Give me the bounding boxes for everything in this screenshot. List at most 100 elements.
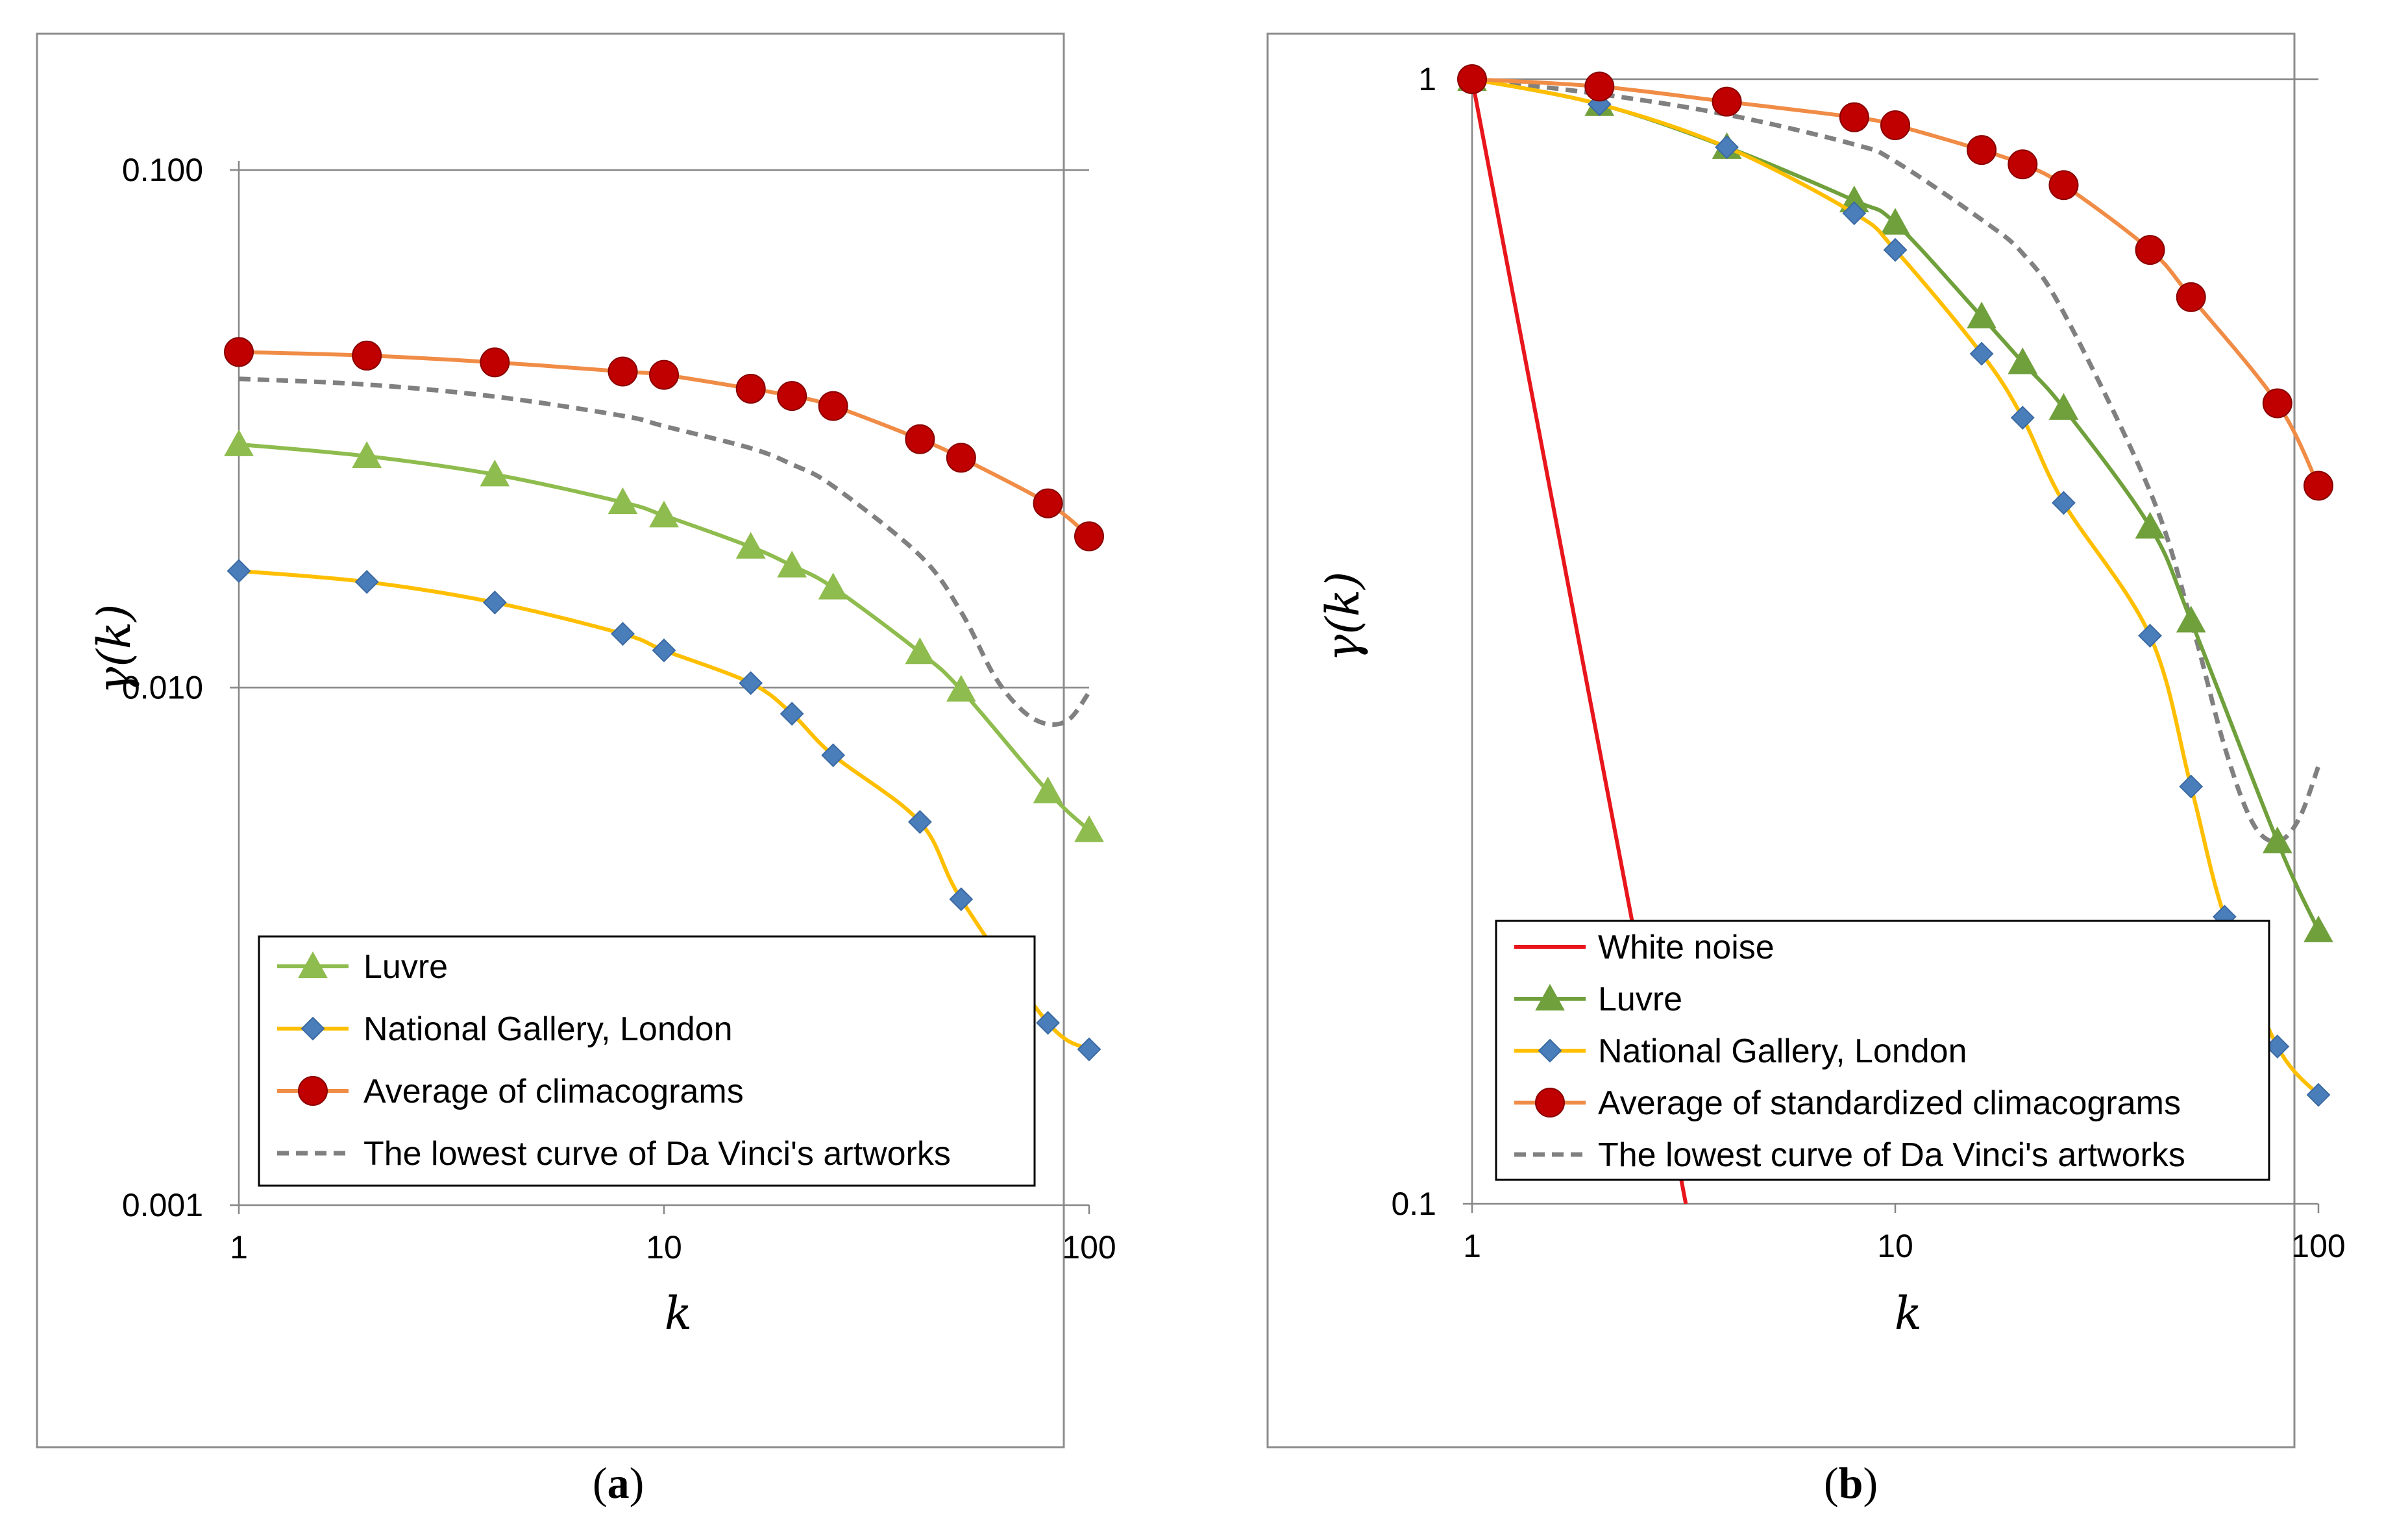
panel-caption-b: (b) (1824, 1458, 1878, 1508)
data-point (821, 743, 846, 768)
legend: White noise Luvre National Gallery, London… (1495, 920, 2270, 1181)
data-point (1842, 201, 1867, 225)
data-point (1077, 1037, 1101, 1062)
data-point (905, 637, 935, 665)
data-point (2179, 774, 2204, 799)
y-tick-label: 0.010 (122, 670, 203, 706)
legend-label: National Gallery, London (363, 1010, 733, 1048)
series-group (224, 337, 1104, 1062)
data-point (1036, 1010, 1060, 1035)
data-point (2304, 471, 2333, 501)
data-point (1457, 64, 1487, 94)
legend-item: The lowest curve of Da Vinci's artworks (1514, 1136, 2185, 1174)
legend-marker (1535, 1088, 1565, 1118)
data-point (480, 347, 510, 378)
data-point (2052, 491, 2076, 515)
data-point (735, 373, 766, 404)
series-national-gallery-london (1460, 67, 2331, 1107)
data-point (1712, 86, 1742, 117)
data-point (2008, 149, 2038, 180)
legend-marker (301, 1016, 325, 1041)
y-axis-title: γ(k) (88, 604, 141, 694)
legend-label: The lowest curve of Da Vinci's artworks (1598, 1136, 2185, 1174)
y-tick-label: 0.1 (1391, 1186, 1436, 1222)
legend-item: White noise (1514, 929, 1775, 966)
data-point (2135, 235, 2165, 265)
x-tick-labels: 1 10 100 (1463, 1204, 2346, 1264)
legend-item: National Gallery, London (1514, 1033, 1967, 1070)
legend-marker (298, 951, 328, 979)
panel-frame (1266, 32, 2296, 1448)
data-point (2304, 915, 2333, 942)
legend-label: White noise (1598, 929, 1775, 966)
x-tick-label: 100 (2291, 1228, 2345, 1264)
data-point (946, 443, 976, 473)
data-point (1033, 488, 1063, 519)
data-point (1074, 521, 1104, 552)
data-point (1967, 301, 1996, 328)
data-point (649, 500, 679, 528)
legend: Luvre National Gallery, London Average of … (258, 935, 1036, 1187)
data-point (352, 340, 382, 371)
data-point (608, 356, 638, 387)
legend-item: Luvre (277, 948, 448, 986)
legend-item: The lowest curve of Da Vinci's artworks (277, 1135, 951, 1173)
data-point (739, 671, 763, 696)
data-point (2048, 170, 2079, 201)
legend-box (1495, 920, 2270, 1181)
data-point (907, 810, 932, 834)
x-axis-title: k (665, 1287, 692, 1340)
data-point (1969, 341, 1994, 366)
legend-item: Average of climacograms (277, 1073, 744, 1110)
data-point (2306, 1082, 2331, 1107)
series-average-of-standardized-climacograms (1457, 64, 2333, 501)
legend-label: Luvre (1598, 981, 1682, 1018)
data-point (2135, 511, 2165, 539)
legend-label: Average of climacograms (363, 1073, 744, 1110)
data-point (354, 570, 379, 594)
data-point (649, 360, 679, 390)
y-tick-labels: 0.11 (1391, 61, 1472, 1222)
data-point (780, 702, 804, 726)
x-tick-label: 100 (1062, 1229, 1116, 1265)
data-point (652, 638, 676, 663)
legend-label: Luvre (363, 948, 448, 986)
series-line (1471, 77, 2321, 844)
legend-label: Average of standardized climacograms (1598, 1084, 2181, 1122)
series-luvre (224, 429, 1104, 842)
data-point (482, 591, 507, 615)
series-average-of-climacograms (224, 337, 1104, 552)
data-point (1967, 135, 1997, 165)
data-point (224, 337, 254, 367)
data-point (946, 674, 976, 702)
data-point (2176, 282, 2206, 312)
data-point (1033, 776, 1063, 803)
x-tick-label: 10 (646, 1229, 682, 1265)
data-point (777, 550, 807, 578)
data-point (1880, 110, 1910, 140)
legend-label: National Gallery, London (1598, 1033, 1967, 1070)
data-point (777, 381, 807, 411)
series-the-lowest-curve-of-da-vinci-s-artworks (238, 376, 1091, 727)
data-point (480, 459, 510, 487)
data-point (2010, 406, 2035, 430)
legend-marker (298, 1076, 328, 1106)
panel-frame (36, 32, 1065, 1448)
y-axis-title: γ(k) (1316, 572, 1370, 662)
x-tick-label: 1 (1463, 1228, 1481, 1264)
x-tick-label: 10 (1877, 1228, 1913, 1264)
data-point (1715, 135, 1739, 160)
data-point (608, 487, 638, 515)
data-point (1074, 815, 1104, 842)
series-the-lowest-curve-of-da-vinci-s-artworks (1471, 77, 2321, 844)
series-line (238, 376, 1091, 727)
panel-a: 1 10 100 0.001 0.010 0.100 k γ(k) Luvre National … (36, 32, 1116, 1448)
legend-marker (1538, 1038, 1562, 1063)
data-point (818, 572, 848, 600)
data-point (2048, 393, 2079, 420)
data-point (949, 887, 974, 912)
data-point (611, 622, 635, 646)
series-group (1457, 64, 2333, 1204)
data-point (1880, 208, 1910, 235)
data-point (735, 532, 766, 559)
